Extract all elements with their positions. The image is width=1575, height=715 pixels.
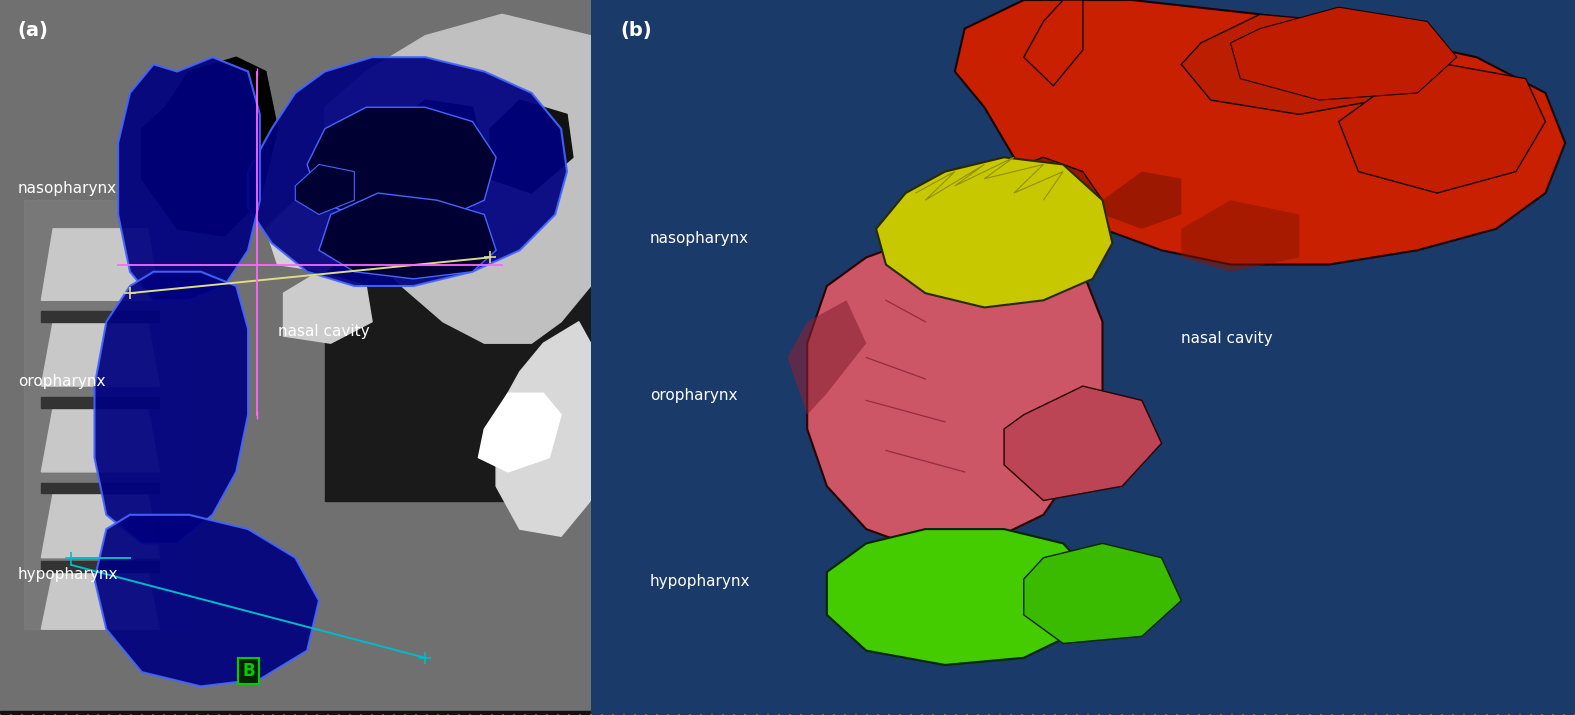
Polygon shape [1024, 0, 1084, 86]
Polygon shape [1024, 543, 1181, 644]
Text: nasal cavity: nasal cavity [277, 324, 369, 339]
Polygon shape [1181, 200, 1299, 272]
Bar [324, 107, 591, 500]
Bar [24, 200, 189, 629]
Polygon shape [324, 14, 591, 343]
Polygon shape [94, 515, 318, 686]
Text: hypopharynx: hypopharynx [17, 567, 118, 582]
Polygon shape [1005, 386, 1162, 500]
Polygon shape [41, 572, 159, 629]
Polygon shape [876, 157, 1112, 307]
Polygon shape [284, 272, 372, 343]
Polygon shape [496, 322, 591, 536]
Polygon shape [41, 322, 159, 386]
Polygon shape [41, 493, 159, 558]
Polygon shape [490, 100, 573, 193]
Polygon shape [249, 57, 567, 286]
Polygon shape [41, 229, 159, 300]
Polygon shape [954, 0, 1566, 265]
Text: B: B [243, 661, 255, 680]
Bar [41, 311, 159, 322]
Polygon shape [94, 272, 249, 543]
Polygon shape [296, 164, 354, 214]
Polygon shape [391, 100, 484, 186]
Text: hypopharynx: hypopharynx [649, 574, 750, 589]
Text: (b): (b) [621, 21, 652, 41]
Polygon shape [1339, 64, 1545, 193]
Polygon shape [984, 157, 1102, 243]
Bar [41, 483, 159, 493]
Text: oropharynx: oropharynx [649, 388, 737, 403]
Polygon shape [318, 193, 496, 279]
Polygon shape [307, 107, 496, 222]
Polygon shape [1230, 7, 1457, 100]
Polygon shape [806, 236, 1102, 551]
Text: nasal cavity: nasal cavity [1181, 331, 1273, 346]
Polygon shape [1181, 14, 1399, 114]
Bar [0, 711, 591, 715]
Text: (a): (a) [17, 21, 49, 41]
Polygon shape [479, 393, 561, 472]
Polygon shape [142, 57, 277, 236]
Polygon shape [118, 57, 260, 300]
Text: nasopharynx: nasopharynx [17, 181, 117, 196]
Bar [41, 397, 159, 408]
Bar [41, 561, 159, 572]
Polygon shape [266, 200, 354, 272]
Polygon shape [395, 179, 472, 265]
Text: oropharynx: oropharynx [17, 374, 106, 389]
Text: nasopharynx: nasopharynx [649, 231, 748, 246]
Polygon shape [41, 408, 159, 472]
Polygon shape [827, 529, 1102, 665]
Polygon shape [1102, 172, 1181, 229]
Polygon shape [788, 300, 866, 415]
